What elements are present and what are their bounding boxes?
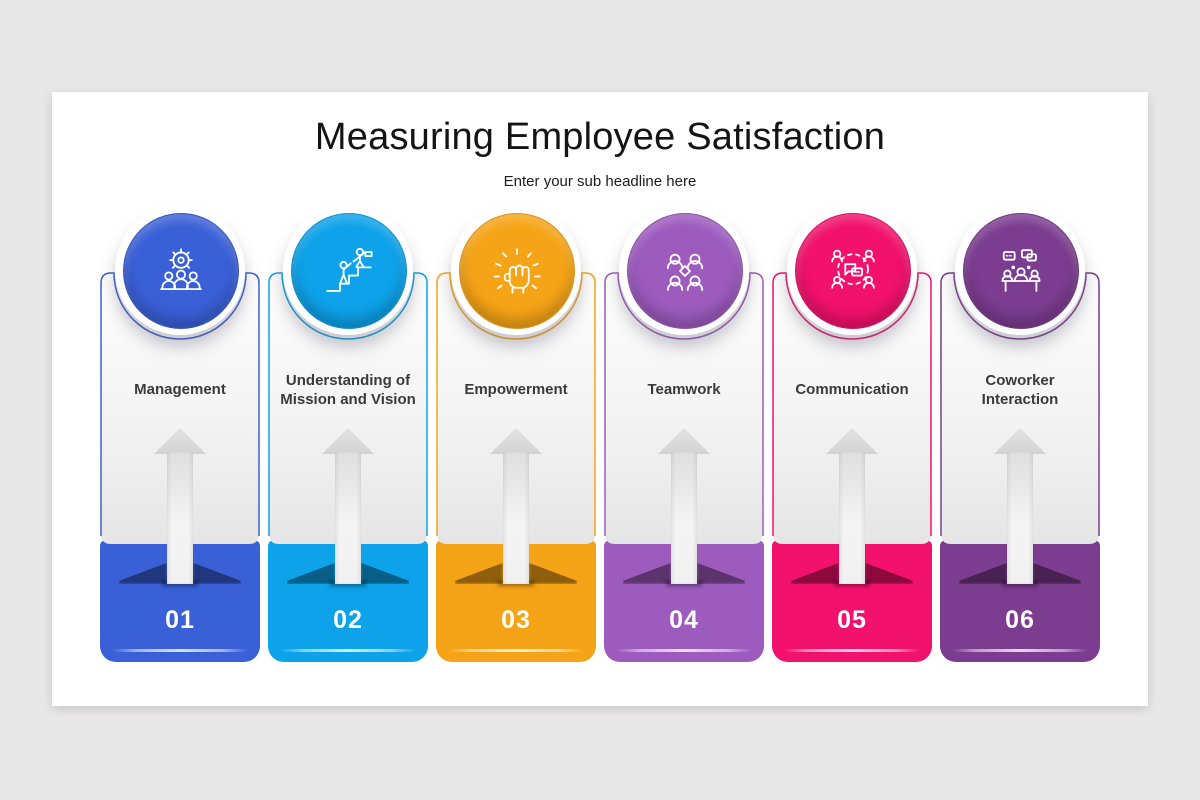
block-highlight — [952, 649, 1088, 652]
factor-label: Coworker Interaction — [981, 371, 1059, 408]
pocket-shadow-right — [1033, 562, 1081, 584]
block-highlight — [448, 649, 584, 652]
columns-row: 01 Management 02 Understanding of — [100, 204, 1100, 662]
satisfaction-column: 04 Teamwork — [604, 204, 764, 662]
pocket-shadow-right — [697, 562, 745, 584]
pocket-shadow-right — [193, 562, 241, 584]
factor-label: Teamwork — [647, 381, 721, 399]
up-arrow-stem — [167, 452, 193, 584]
block-highlight — [784, 649, 920, 652]
card-outline — [268, 272, 428, 544]
satisfaction-column: 02 Understanding of Mission and Vision — [268, 204, 428, 662]
block-highlight — [616, 649, 752, 652]
page-title: Measuring Employee Satisfaction — [314, 116, 886, 158]
step-number: 02 — [333, 606, 363, 634]
factor-label: Empowerment — [464, 381, 568, 399]
satisfaction-column: 03 Empowerment — [436, 204, 596, 662]
pocket-shadow-right — [361, 562, 409, 584]
factor-circle — [627, 213, 743, 329]
number-block: 03 — [436, 540, 596, 662]
factor-label: Understanding of Mission and Vision — [280, 371, 416, 408]
factor-circle — [123, 213, 239, 329]
teamwork-group-icon — [656, 242, 714, 300]
card-outline — [436, 272, 596, 544]
card-outline — [100, 272, 260, 544]
pocket-shadow-right — [865, 562, 913, 584]
factor-circle — [459, 213, 575, 329]
card-outline — [604, 272, 764, 544]
up-arrow-stem — [335, 452, 361, 584]
pocket-shadow-left — [623, 562, 671, 584]
step-number: 03 — [501, 606, 531, 634]
satisfaction-column: 06 Coworker Interaction — [940, 204, 1100, 662]
factor-label: Management — [134, 381, 226, 399]
satisfaction-column: 01 Management — [100, 204, 260, 662]
step-number: 06 — [1005, 606, 1035, 634]
factor-circle — [963, 213, 1079, 329]
pocket-shadow-left — [119, 562, 167, 584]
up-arrow-stem — [839, 452, 865, 584]
pocket-shadow-left — [455, 562, 503, 584]
up-arrow-stem — [1007, 452, 1033, 584]
mission-vision-flag-icon — [320, 242, 378, 300]
empowerment-fist-icon — [488, 242, 546, 300]
pocket-shadow-left — [791, 562, 839, 584]
satisfaction-column: 05 Communication — [772, 204, 932, 662]
card-outline — [772, 272, 932, 544]
step-number: 05 — [837, 606, 867, 634]
step-number: 01 — [165, 606, 195, 634]
factor-circle — [795, 213, 911, 329]
card-outline — [940, 272, 1100, 544]
block-highlight — [280, 649, 416, 652]
factor-label: Communication — [795, 381, 909, 399]
up-arrow-stem — [671, 452, 697, 584]
pocket-shadow-right — [529, 562, 577, 584]
management-team-gear-icon — [152, 242, 210, 300]
block-highlight — [112, 649, 248, 652]
slide: Measuring Employee Satisfaction Enter yo… — [52, 92, 1148, 706]
factor-circle — [291, 213, 407, 329]
communication-bubbles-icon — [824, 242, 882, 300]
coworker-interaction-icon — [992, 242, 1050, 300]
step-number: 04 — [669, 606, 699, 634]
pocket-shadow-left — [287, 562, 335, 584]
up-arrow-stem — [503, 452, 529, 584]
page-subtitle: Enter your sub headline here — [503, 173, 697, 190]
pocket-shadow-left — [959, 562, 1007, 584]
